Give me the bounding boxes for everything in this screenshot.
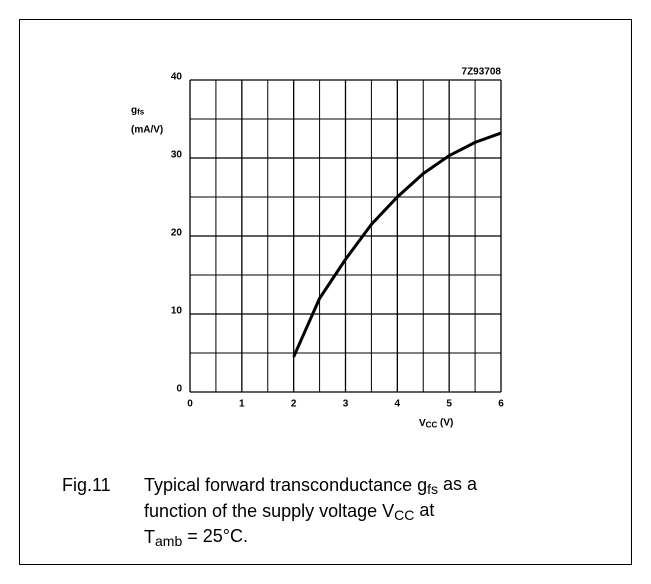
caption-line: function of the supply voltage VCC at	[144, 500, 434, 523]
x-tick-label: 3	[343, 399, 349, 410]
x-tick-label: 5	[446, 399, 452, 410]
caption-line-part: function of the supply voltage V	[144, 501, 394, 521]
data-line	[292, 131, 502, 358]
x-tick-label: 2	[291, 399, 297, 410]
caption-line-part: T	[144, 527, 155, 547]
x-tick-label: 0	[187, 399, 193, 410]
x-axis-title-part: (V)	[437, 417, 453, 428]
caption-line-sub: CC	[394, 507, 414, 523]
y-tick-label: 20	[171, 228, 183, 239]
x-axis-title-part: V	[419, 418, 426, 429]
caption-number: Fig.11	[62, 475, 111, 495]
x-tick-label: 4	[395, 399, 401, 410]
y-tick-label: 0	[176, 384, 182, 395]
frame	[19, 19, 632, 565]
caption-line-part: as a	[438, 474, 478, 494]
x-tick-label: 1	[239, 399, 245, 410]
y-tick-label: 30	[171, 150, 183, 161]
figure-code: 7Z93708	[462, 67, 502, 78]
x-axis-title: VCC (V)	[419, 417, 453, 429]
caption-line: Tamb = 25°C.	[144, 526, 248, 549]
caption-line-part: = 25°C.	[182, 526, 248, 546]
caption-line-sub: amb	[155, 533, 182, 549]
y-axis-title-part: g	[131, 105, 137, 116]
x-axis-title-sub: CC	[426, 421, 438, 430]
y-axis-title-sub: fs	[137, 108, 145, 117]
caption-line-part: at	[414, 500, 434, 520]
y-tick-label: 40	[171, 72, 183, 83]
y-axis-title: gfs	[131, 105, 145, 117]
caption-line-sub: fs	[427, 481, 438, 497]
y-tick-label: 10	[171, 306, 183, 317]
y-axis-unit: (mA/V)	[131, 125, 163, 136]
caption-line: Typical forward transconductance gfs as …	[144, 474, 478, 497]
caption-line-part: Typical forward transconductance g	[144, 475, 427, 495]
x-tick-label: 6	[498, 399, 504, 410]
